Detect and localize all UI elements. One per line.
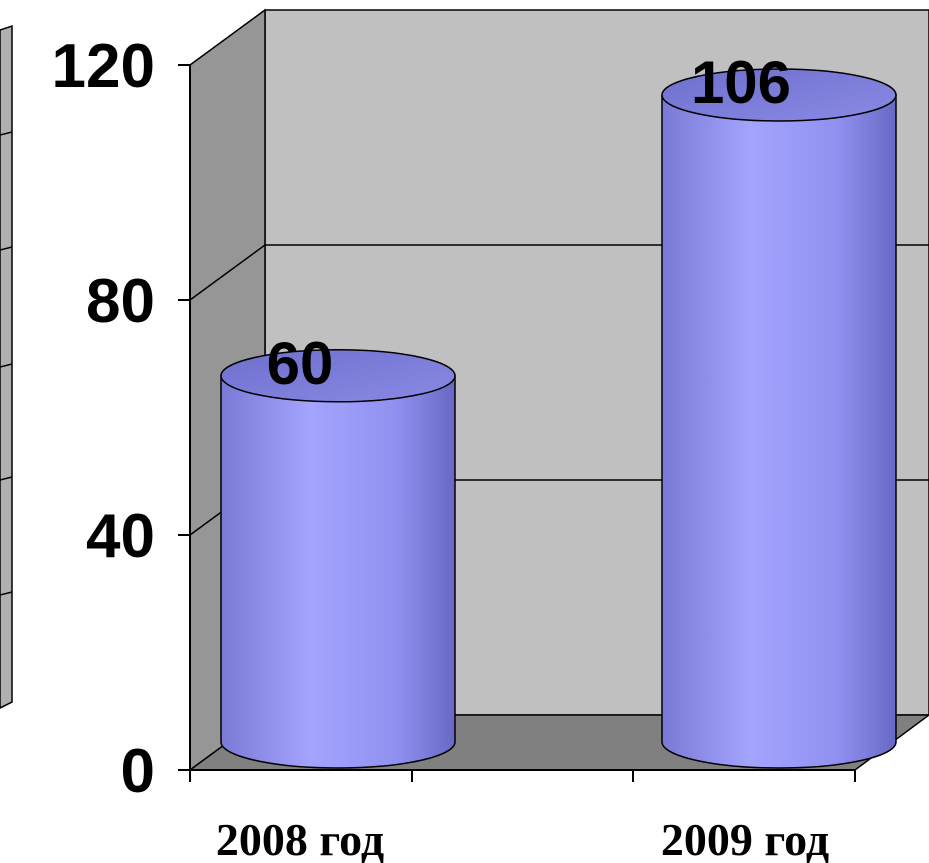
left-panel-tick (0, 131, 13, 136)
bars-layer: 60 106 (220, 49, 897, 769)
left-edge-panel (0, 24, 13, 709)
left-panel-tick (0, 363, 13, 368)
y-tick-label-120: 120 (52, 32, 155, 101)
x-axis-ticks (189, 770, 856, 782)
bar-2008 год: 60 (220, 330, 456, 769)
data-label-60: 60 (267, 330, 334, 397)
y-tick-label-0: 0 (121, 737, 155, 806)
x-tick-label-2008: 2008 год (216, 814, 384, 863)
y-tick-label-80: 80 (86, 267, 155, 336)
bar-2009 год: 106 (661, 49, 897, 769)
left-panel-tick (0, 476, 13, 481)
y-tick-label-40: 40 (86, 502, 155, 571)
y-axis: 0 40 80 120 (52, 32, 190, 806)
left-panel-tick (0, 591, 13, 596)
left-panel-tick (0, 246, 13, 251)
data-label-106: 106 (691, 49, 791, 116)
x-tick-label-2009: 2009 год (661, 814, 829, 863)
